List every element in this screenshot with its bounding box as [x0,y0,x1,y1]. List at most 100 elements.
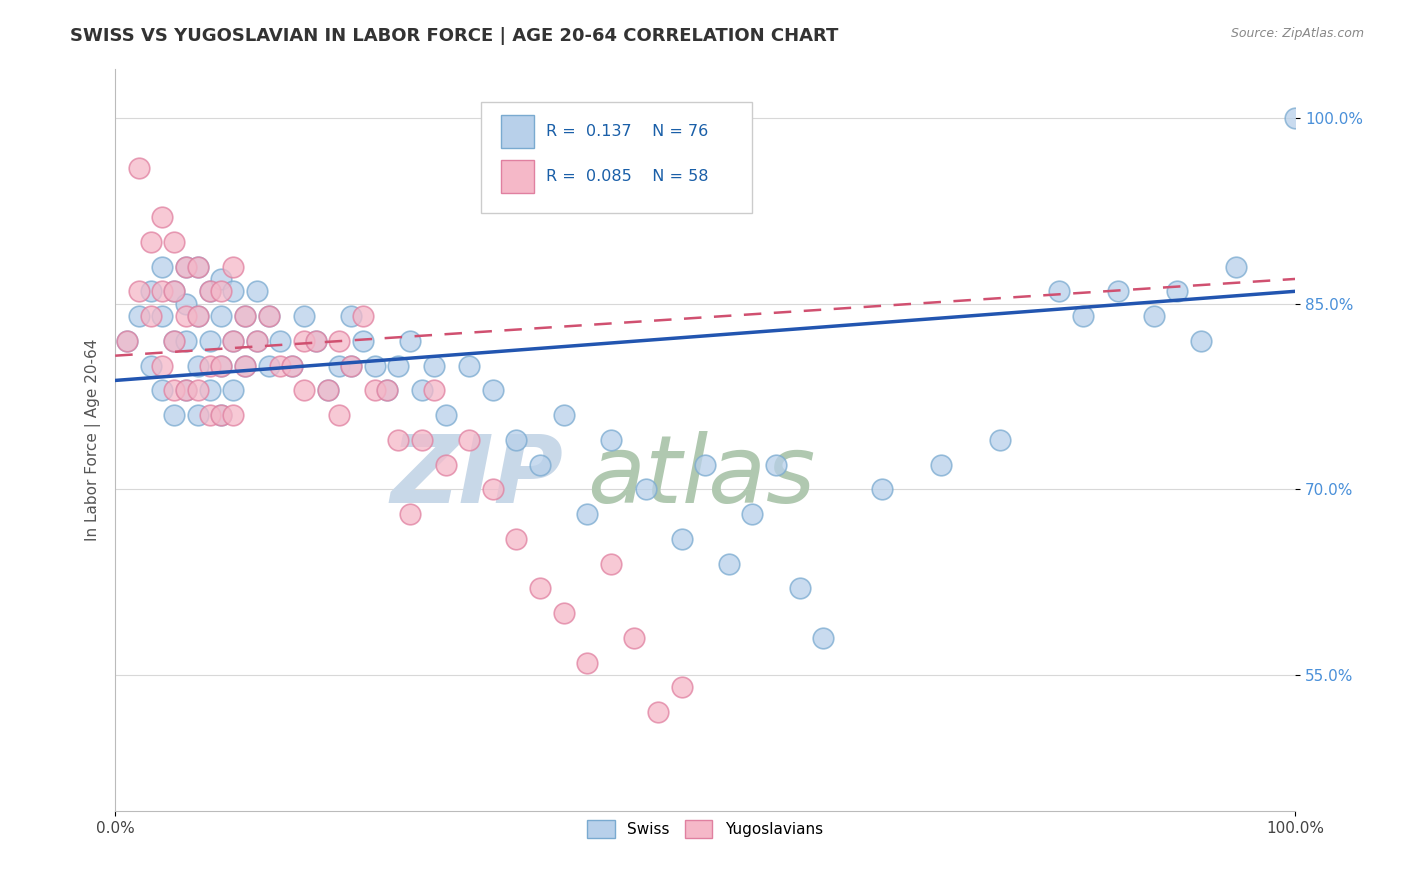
Point [364,384,387,398]
Point [636,483,658,497]
Point [163,334,186,348]
Point [198,334,221,348]
Point [1284,111,1306,125]
Point [174,260,197,274]
Point [198,359,221,373]
Point [328,334,350,348]
Point [305,334,328,348]
Point [281,359,304,373]
Point [434,458,457,472]
Point [233,359,256,373]
Point [246,285,269,299]
Point [163,285,186,299]
Point [765,458,787,472]
Point [222,408,245,422]
Point [292,384,315,398]
FancyBboxPatch shape [481,102,752,213]
Point [128,309,150,323]
Point [1225,260,1247,274]
Point [198,384,221,398]
Point [340,309,363,323]
Point [529,458,551,472]
Point [741,507,763,521]
Point [163,235,186,249]
Text: ZIP: ZIP [391,431,564,523]
Point [811,631,834,645]
Point [411,384,433,398]
Point [128,161,150,175]
Point [316,384,339,398]
Point [222,384,245,398]
Point [139,235,162,249]
Point [1189,334,1212,348]
Point [481,384,503,398]
Point [352,309,374,323]
Point [671,532,693,546]
Point [139,309,162,323]
Point [328,359,350,373]
Point [623,631,645,645]
Point [458,359,481,373]
Point [1071,309,1094,323]
Point [553,606,575,620]
Point [150,210,173,224]
Point [187,309,209,323]
Point [222,334,245,348]
Point [187,260,209,274]
Point [139,359,162,373]
Point [328,408,350,422]
Point [198,408,221,422]
FancyBboxPatch shape [501,115,534,148]
Text: Source: ZipAtlas.com: Source: ZipAtlas.com [1230,27,1364,40]
Text: R =  0.085    N = 58: R = 0.085 N = 58 [546,169,709,184]
Y-axis label: In Labor Force | Age 20-64: In Labor Force | Age 20-64 [86,339,101,541]
Point [163,384,186,398]
Point [174,296,197,310]
Point [599,433,621,447]
Point [505,532,527,546]
Point [269,334,291,348]
Point [988,433,1011,447]
Point [115,334,138,348]
Point [198,285,221,299]
Point [246,334,269,348]
Point [553,408,575,422]
Point [233,309,256,323]
Point [529,582,551,596]
Point [209,285,232,299]
Point [150,285,173,299]
Point [411,433,433,447]
Point [505,433,527,447]
Point [150,359,173,373]
Point [128,285,150,299]
Point [399,334,422,348]
Point [163,408,186,422]
Point [257,309,280,323]
Point [257,359,280,373]
Point [352,334,374,348]
Point [434,408,457,422]
Point [316,384,339,398]
Point [717,557,740,571]
Point [198,285,221,299]
Point [305,334,328,348]
Point [364,359,387,373]
Point [174,309,197,323]
Point [458,433,481,447]
Point [163,285,186,299]
Point [187,384,209,398]
Point [209,359,232,373]
Point [387,359,409,373]
Point [233,359,256,373]
Point [647,705,669,719]
Point [423,384,446,398]
Point [257,309,280,323]
Point [222,260,245,274]
Point [1166,285,1188,299]
Point [789,582,811,596]
Point [209,359,232,373]
Point [1107,285,1129,299]
Point [481,483,503,497]
Point [174,384,197,398]
Point [599,557,621,571]
